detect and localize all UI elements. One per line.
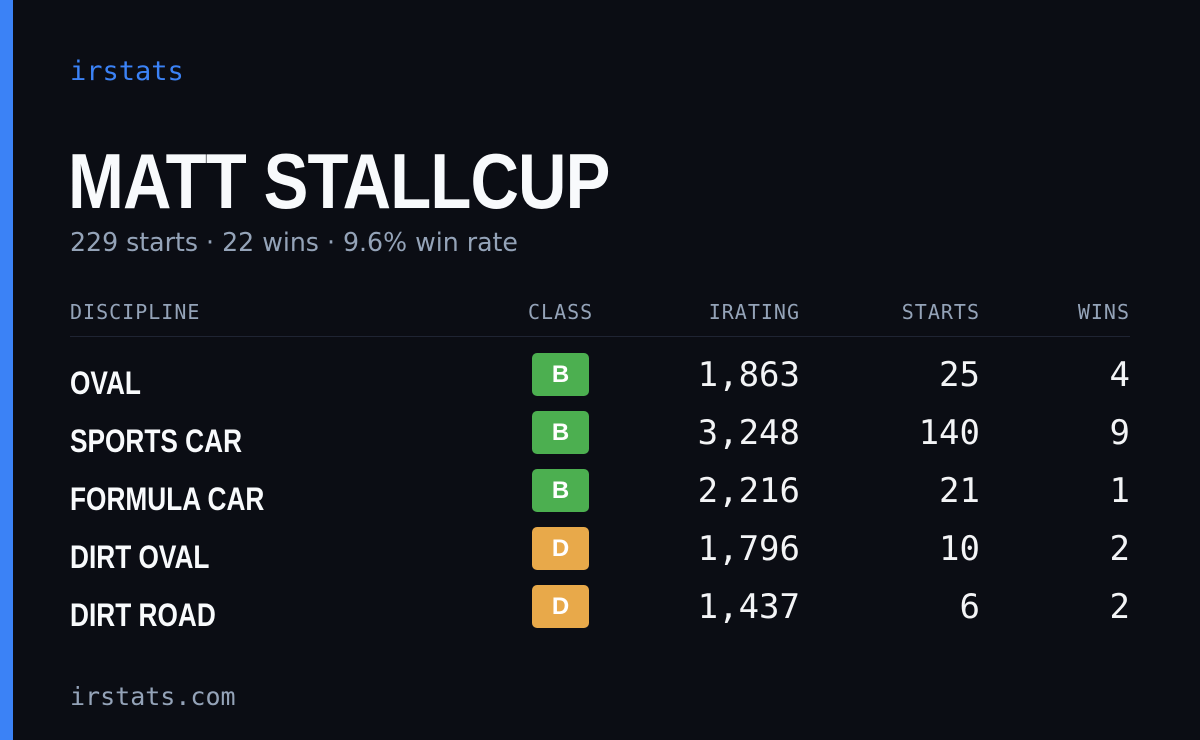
accent-bar [0, 0, 13, 740]
discipline-name: OVAL [70, 365, 141, 401]
starts-value: 6 [959, 587, 980, 627]
brand-logo: irstats [70, 56, 184, 87]
footer-url: irstats.com [70, 682, 236, 711]
class-badge: D [532, 527, 589, 570]
wins-value: 4 [1109, 355, 1130, 395]
header-irating: IRATING [708, 300, 800, 324]
irating-value: 2,216 [697, 471, 800, 511]
wins-value: 2 [1109, 529, 1130, 569]
class-badge: B [532, 469, 589, 512]
table-row: OVAL B 1,863 25 4 [70, 353, 1130, 411]
table-row: DIRT ROAD D 1,437 6 2 [70, 585, 1130, 643]
discipline-name: FORMULA CAR [70, 481, 265, 517]
discipline-name: DIRT ROAD [70, 597, 216, 633]
class-badge: D [532, 585, 589, 628]
wins-value: 9 [1109, 413, 1130, 453]
irating-value: 1,863 [697, 355, 800, 395]
starts-value: 25 [939, 355, 980, 395]
irating-value: 1,796 [697, 529, 800, 569]
header-starts: STARTS [901, 300, 980, 324]
table-row: DIRT OVAL D 1,796 10 2 [70, 527, 1130, 585]
header-class: CLASS [528, 300, 594, 324]
starts-value: 21 [939, 471, 980, 511]
header-wins: WINS [1077, 300, 1130, 324]
player-name: MATT STALLCUP [68, 137, 610, 225]
class-badge: B [532, 411, 589, 454]
class-badge: B [532, 353, 589, 396]
wins-value: 1 [1109, 471, 1130, 511]
wins-value: 2 [1109, 587, 1130, 627]
header-discipline: DISCIPLINE [70, 300, 201, 324]
table-body: OVAL B 1,863 25 4 SPORTS CAR B 3,248 140… [70, 337, 1130, 643]
irating-value: 3,248 [697, 413, 800, 453]
irating-value: 1,437 [697, 587, 800, 627]
discipline-table: DISCIPLINE CLASS IRATING STARTS WINS OVA… [70, 300, 1130, 643]
table-row: FORMULA CAR B 2,216 21 1 [70, 469, 1130, 527]
player-summary: 229 starts · 22 wins · 9.6% win rate [70, 228, 518, 258]
table-row: SPORTS CAR B 3,248 140 9 [70, 411, 1130, 469]
starts-value: 140 [918, 413, 980, 453]
starts-value: 10 [939, 529, 980, 569]
table-header: DISCIPLINE CLASS IRATING STARTS WINS [70, 300, 1130, 337]
discipline-name: SPORTS CAR [70, 423, 243, 459]
discipline-name: DIRT OVAL [70, 539, 210, 575]
